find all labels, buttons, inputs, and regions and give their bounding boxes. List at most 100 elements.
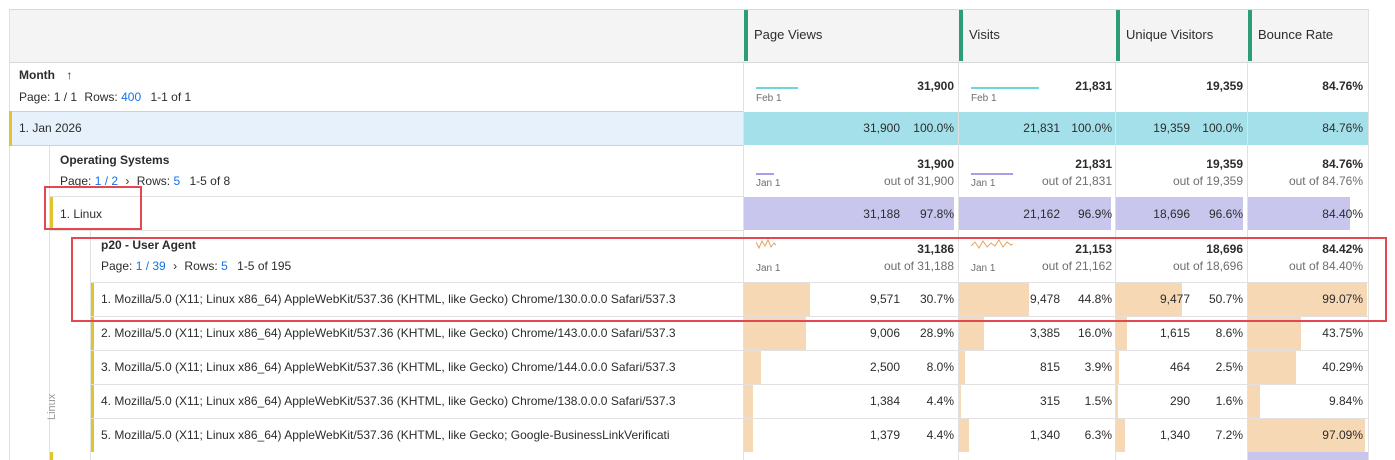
sparkline-date: Jan 1 bbox=[756, 178, 781, 189]
cell-value: 9,477 bbox=[1159, 292, 1190, 306]
column-header-bounce-rate[interactable]: Bounce Rate bbox=[1248, 10, 1369, 61]
column-drag-handle[interactable] bbox=[744, 10, 748, 61]
table-row[interactable] bbox=[91, 384, 743, 418]
column-drag-handle[interactable] bbox=[1248, 10, 1252, 61]
cell-percent: 28.9% bbox=[919, 326, 954, 340]
page-label: Page: bbox=[101, 259, 133, 273]
row-marker bbox=[50, 197, 53, 230]
total-out-of: out of 18,696 bbox=[1172, 259, 1243, 273]
divider bbox=[743, 418, 1369, 419]
bar-fill bbox=[959, 197, 1111, 230]
total-out-of: out of 31,900 bbox=[883, 174, 954, 188]
cell-value: 97.09% bbox=[1322, 428, 1363, 442]
cell-percent: 30.7% bbox=[919, 292, 954, 306]
row-label[interactable]: 1. Mozilla/5.0 (X11; Linux x86_64) Apple… bbox=[101, 292, 676, 306]
bar-fill bbox=[1248, 419, 1365, 452]
nested-side-label: Linux bbox=[46, 393, 58, 420]
cell-percent: 8.0% bbox=[926, 360, 954, 374]
divider bbox=[743, 282, 1369, 283]
page-label: Page: bbox=[60, 174, 92, 188]
table-row-linux[interactable] bbox=[50, 197, 743, 231]
cell-value: 464 bbox=[1169, 360, 1190, 374]
cell-value: 315 bbox=[1039, 394, 1060, 408]
rows-selector[interactable]: 5 bbox=[221, 259, 228, 273]
dimension-header-month[interactable]: Month ↑ bbox=[19, 68, 72, 82]
divider bbox=[49, 196, 743, 197]
cell-percent: 50.7% bbox=[1208, 292, 1243, 306]
page-label: Page: bbox=[19, 90, 51, 104]
column-label: Unique Visitors bbox=[1126, 27, 1214, 42]
column-drag-handle[interactable] bbox=[1116, 10, 1120, 61]
sparkline bbox=[756, 87, 798, 89]
bar-fill bbox=[1248, 317, 1301, 350]
cell-percent: 1.5% bbox=[1084, 394, 1112, 408]
bar-fill bbox=[744, 197, 954, 230]
table-row-jan-2026[interactable] bbox=[9, 111, 743, 146]
row-marker bbox=[91, 283, 94, 316]
row-label[interactable]: 4. Mozilla/5.0 (X11; Linux x86_64) Apple… bbox=[101, 394, 676, 408]
nest-border bbox=[90, 231, 91, 460]
total-out-of: out of 19,359 bbox=[1172, 174, 1243, 188]
cell-percent: 6.3% bbox=[1084, 428, 1112, 442]
total-value: 19,359 bbox=[1206, 157, 1243, 171]
column-header-unique-visitors[interactable]: Unique Visitors bbox=[1116, 10, 1247, 61]
cell-percent: 3.9% bbox=[1084, 360, 1112, 374]
sparkline-date: Feb 1 bbox=[756, 93, 782, 104]
total-value: 21,831 bbox=[1075, 157, 1112, 171]
row-marker bbox=[91, 385, 94, 418]
column-header-page-views[interactable]: Page Views bbox=[744, 10, 958, 61]
total-out-of: out of 21,831 bbox=[1041, 174, 1112, 188]
table-row[interactable] bbox=[91, 282, 743, 316]
cell-value: 19,359 bbox=[1153, 121, 1190, 135]
cell-percent: 96.9% bbox=[1077, 207, 1112, 221]
sparkline-date: Jan 1 bbox=[971, 178, 996, 189]
column-divider bbox=[1115, 61, 1116, 460]
chevron-right-icon[interactable]: › bbox=[125, 174, 130, 188]
table-row[interactable] bbox=[91, 350, 743, 384]
row-label[interactable]: 1. Linux bbox=[60, 207, 103, 221]
bar-fill bbox=[1116, 112, 1247, 145]
total-value: 84.76% bbox=[1322, 157, 1363, 171]
rows-selector[interactable]: 5 bbox=[173, 174, 181, 188]
cell-percent: 100.0% bbox=[913, 121, 954, 135]
cell-value: 815 bbox=[1039, 360, 1060, 374]
table-row[interactable] bbox=[91, 418, 743, 452]
row-marker bbox=[50, 452, 53, 460]
chevron-right-icon[interactable]: › bbox=[173, 259, 178, 273]
arrow-up-icon[interactable]: ↑ bbox=[66, 68, 73, 82]
cell-percent: 7.2% bbox=[1215, 428, 1243, 442]
bar-fill bbox=[1248, 197, 1350, 230]
dimension-title-user-agent[interactable]: p20 - User Agent bbox=[101, 238, 196, 252]
range-text: 1-1 of 1 bbox=[150, 90, 192, 104]
bar-fill bbox=[959, 385, 961, 418]
cell-value: 21,162 bbox=[1023, 207, 1060, 221]
table-right-edge bbox=[1368, 10, 1369, 460]
row-label[interactable]: 3. Mozilla/5.0 (X11; Linux x86_64) Apple… bbox=[101, 360, 676, 374]
sparkline bbox=[971, 173, 1013, 175]
cell-value: 1,340 bbox=[1029, 428, 1060, 442]
row-label[interactable]: 1. Jan 2026 bbox=[19, 121, 82, 135]
row-label[interactable]: 5. Mozilla/5.0 (X11; Linux x86_64) Apple… bbox=[101, 428, 670, 442]
cell-percent: 4.4% bbox=[926, 394, 954, 408]
total-out-of: out of 21,162 bbox=[1041, 259, 1112, 273]
column-header-visits[interactable]: Visits bbox=[959, 10, 1115, 61]
table-row[interactable] bbox=[91, 316, 743, 350]
bar-fill bbox=[744, 385, 753, 418]
cell-value: 84.76% bbox=[1322, 121, 1363, 135]
column-label: Page Views bbox=[754, 27, 823, 42]
row-marker bbox=[91, 351, 94, 384]
rows-selector[interactable]: 400 bbox=[121, 90, 142, 104]
row-marker bbox=[9, 111, 12, 146]
page-value[interactable]: 1 / 39 bbox=[135, 259, 166, 273]
row-label[interactable]: 2. Mozilla/5.0 (X11; Linux x86_64) Apple… bbox=[101, 326, 676, 340]
table-left-edge bbox=[9, 10, 10, 460]
cell-value: 43.75% bbox=[1322, 326, 1363, 340]
rows-label: Rows: bbox=[84, 90, 118, 104]
column-drag-handle[interactable] bbox=[959, 10, 963, 61]
dimension-title-os[interactable]: Operating Systems bbox=[60, 153, 170, 167]
bar-fill bbox=[959, 112, 1115, 145]
total-visits: 21,831 bbox=[1075, 79, 1112, 93]
cell-percent: 100.0% bbox=[1071, 121, 1112, 135]
bar-fill bbox=[1248, 112, 1368, 145]
page-value[interactable]: 1 / 2 bbox=[94, 174, 119, 188]
